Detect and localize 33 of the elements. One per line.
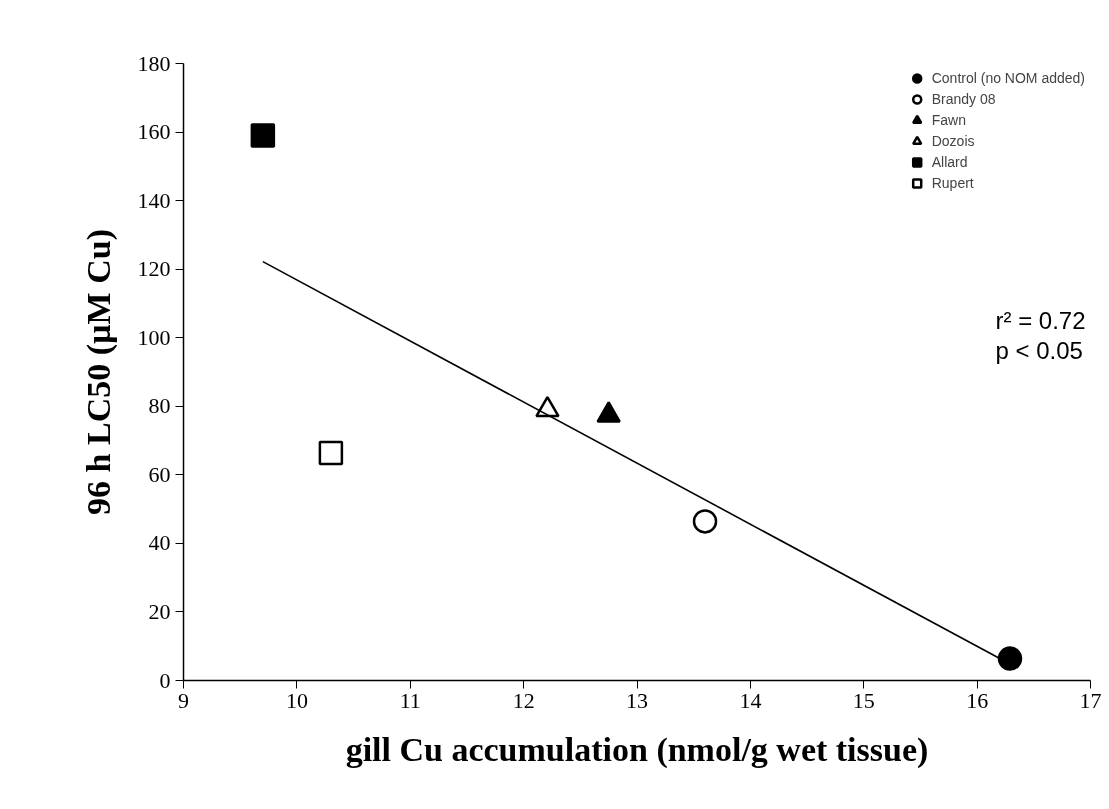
annotation: r² = 0.72 <box>995 306 1086 334</box>
x-tick-label: 9 <box>178 687 189 713</box>
x-tick-label: 13 <box>626 687 648 713</box>
legend-label: Rupert <box>931 174 974 193</box>
x-tick-label: 10 <box>285 687 308 713</box>
y-tick-label: 0 <box>159 667 171 693</box>
annotation: p < 0.05 <box>995 336 1083 364</box>
y-tick-label: 140 <box>137 187 171 213</box>
x-tick-label: 11 <box>399 687 421 713</box>
legend-label: Brandy 08 <box>931 90 996 109</box>
y-tick-label: 40 <box>148 530 171 556</box>
x-tick-label: 17 <box>1079 687 1102 713</box>
y-tick-label: 60 <box>148 461 171 487</box>
x-tick-label: 12 <box>512 687 535 713</box>
y-tick-label: 180 <box>137 50 171 76</box>
y-tick-label: 80 <box>148 393 171 419</box>
y-tick-label: 20 <box>148 598 171 624</box>
point <box>692 509 718 534</box>
y-tick-label: 120 <box>137 256 171 282</box>
x-axis-title: gill Cu accumulation (nmol/g wet tissue) <box>345 730 929 769</box>
x-tick-label: 16 <box>966 687 989 713</box>
y-axis-title: 96 h LC50 (µM Cu) <box>79 229 118 515</box>
y-tick-label: 100 <box>137 324 171 350</box>
x-tick-label: 14 <box>739 687 762 713</box>
point <box>318 440 344 466</box>
legend-label: Dozois <box>931 132 975 151</box>
point <box>250 123 276 148</box>
legend-label: Fawn <box>931 111 966 130</box>
x-tick-label: 15 <box>852 687 875 713</box>
legend-label: Allard <box>931 153 968 172</box>
legend-label: Control (no NOM added) <box>931 69 1085 88</box>
point <box>997 646 1023 671</box>
y-tick-label: 160 <box>137 119 171 145</box>
